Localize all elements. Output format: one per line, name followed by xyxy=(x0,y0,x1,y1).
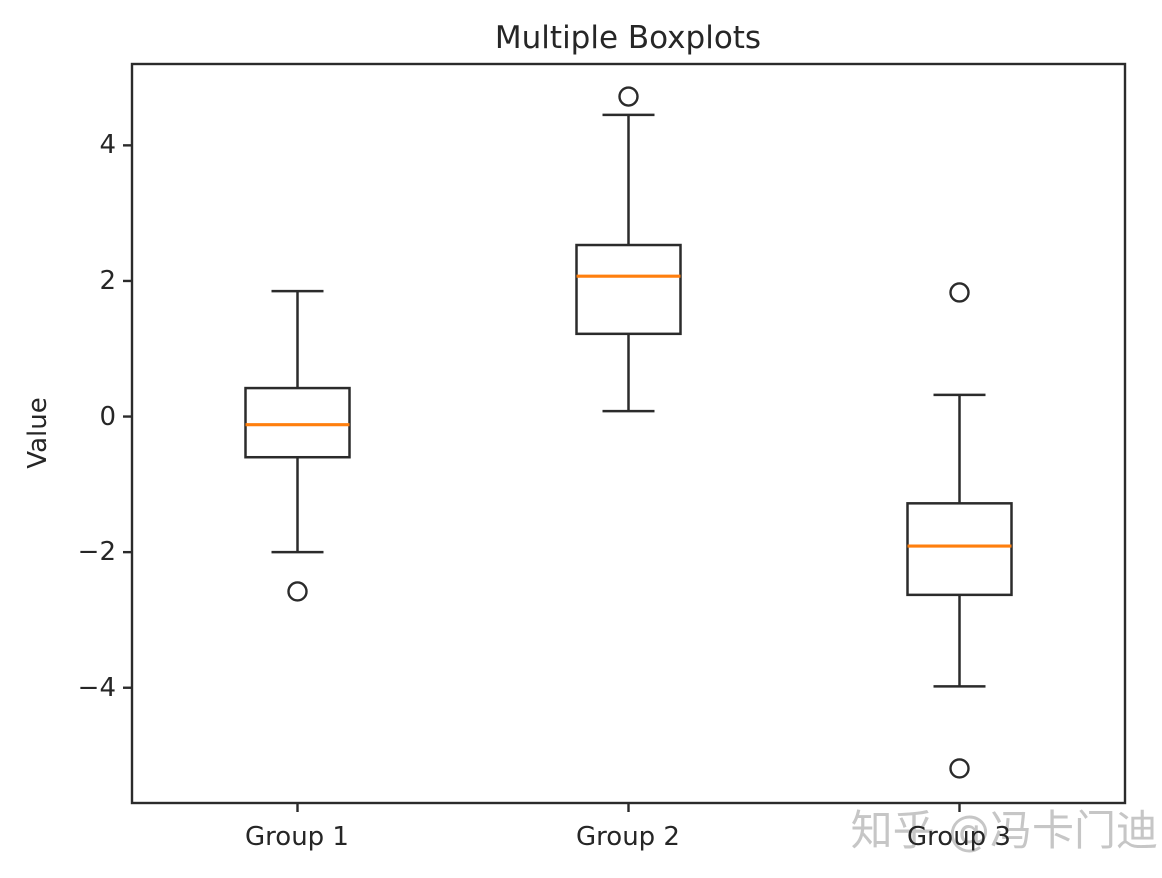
outlier-point xyxy=(949,758,970,779)
x-tick-label-group-1: Group 1 xyxy=(245,822,349,852)
zhihu-watermark: 知乎 @冯卡门迪 xyxy=(850,806,1158,855)
y-tick-label: −2 xyxy=(77,537,116,567)
y-tick-label: 2 xyxy=(99,266,116,296)
chart-title: Multiple Boxplots xyxy=(494,20,762,56)
outlier-point xyxy=(287,581,308,602)
iqr-box xyxy=(906,502,1013,597)
outlier-point xyxy=(618,86,639,107)
iqr-box xyxy=(575,243,682,336)
x-tick-label-group-3: Group 3 xyxy=(907,822,1011,852)
iqr-box xyxy=(244,386,351,459)
x-tick-label-group-2: Group 2 xyxy=(576,822,680,852)
y-tick-label: 4 xyxy=(99,130,116,160)
y-tick-label: −4 xyxy=(77,673,116,703)
y-tick-label: 0 xyxy=(99,402,116,432)
outlier-point xyxy=(949,282,970,303)
